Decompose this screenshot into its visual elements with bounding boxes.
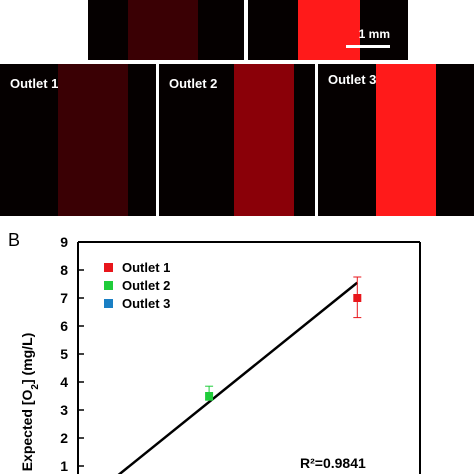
scale-bar xyxy=(346,45,390,48)
fluorescent-stripe xyxy=(58,64,128,216)
y-tick-label: 5 xyxy=(60,346,68,362)
data-point xyxy=(205,392,214,400)
micrograph-top-left xyxy=(88,0,244,60)
y-tick-label: 7 xyxy=(60,290,68,306)
legend-label: Outlet 2 xyxy=(122,278,170,293)
legend-marker xyxy=(104,281,113,290)
y-tick-label: 4 xyxy=(60,374,68,390)
fit-line xyxy=(117,281,359,474)
data-point xyxy=(353,294,362,302)
micrograph-top-right: 1 mm xyxy=(248,0,408,60)
outlet-1-label: Outlet 1 xyxy=(10,76,59,91)
scale-bar-label: 1 mm xyxy=(358,27,390,41)
y-tick-label: 2 xyxy=(60,430,68,446)
fluorescent-stripe xyxy=(128,0,198,60)
y-tick-label: 6 xyxy=(60,318,68,334)
micrograph-outlet-1: Outlet 1 xyxy=(0,64,156,216)
y-tick-label: 8 xyxy=(60,262,68,278)
micrograph-outlet-3: Outlet 3 xyxy=(318,64,474,216)
fluorescent-stripe xyxy=(234,64,294,216)
y-tick-label: 3 xyxy=(60,402,68,418)
oxygen-chart: B 1 2 3 4 5 6 7 8 9 Expected [O2] (mg/L) Outlet 1 Ou… xyxy=(8,230,421,474)
y-axis-label: Expected [O2] (mg/L) xyxy=(19,333,41,472)
legend-marker xyxy=(104,299,113,308)
y-tick-label: 1 xyxy=(60,458,68,474)
legend-label: Outlet 1 xyxy=(122,260,170,275)
legend-marker xyxy=(104,263,113,272)
micrograph-outlet-2: Outlet 2 xyxy=(159,64,315,216)
fluorescent-stripe xyxy=(376,64,436,216)
panel-letter: B xyxy=(8,230,20,250)
y-tick-label: 9 xyxy=(60,234,68,250)
fluorescent-stripe xyxy=(298,0,360,60)
outlet-3-label: Outlet 3 xyxy=(328,72,377,87)
r-squared-label: R²=0.9841 xyxy=(300,455,366,471)
outlet-2-label: Outlet 2 xyxy=(169,76,218,91)
legend-label: Outlet 3 xyxy=(122,296,170,311)
